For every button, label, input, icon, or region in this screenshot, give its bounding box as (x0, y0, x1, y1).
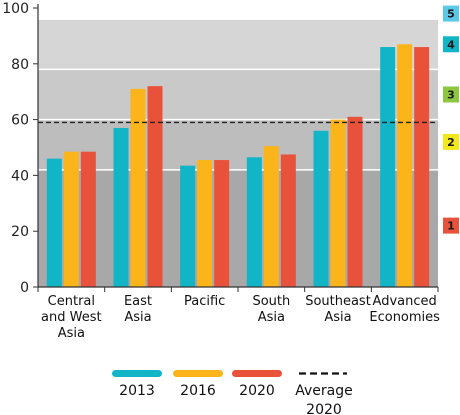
bar-2016-4 (330, 119, 346, 287)
y-tick-label: 0 (20, 280, 29, 296)
x-tick-label-line: Economies (369, 310, 440, 325)
x-tick-label-line: Asia (124, 310, 151, 325)
x-tick-label-line: East (124, 294, 152, 309)
legend-label-average-line: 2020 (306, 402, 342, 415)
x-tick-label: South Asia (252, 294, 290, 325)
band-badge-label: 4 (447, 38, 455, 51)
band-badges: 1 2 3 4 5 (443, 5, 459, 234)
bar-2016-3 (263, 146, 279, 287)
x-tick-label: East Asia (124, 294, 152, 325)
x-tick-label: Pacific (184, 294, 225, 309)
bar-2020-2 (214, 160, 230, 287)
y-tick-label: 100 (2, 1, 29, 17)
bar-2020-4 (347, 116, 363, 287)
bar-2020-3 (280, 154, 296, 287)
x-tick-label-line: Advanced (373, 294, 437, 309)
band-1 (38, 169, 438, 287)
legend-label-average: Average 2020 (295, 383, 353, 415)
bar-2020-5 (414, 47, 430, 288)
x-tick-label: Southeast Asia (305, 294, 371, 325)
legend-swatch-2013 (112, 370, 162, 377)
x-tick-label-line: Asia (324, 310, 351, 325)
gridlines (38, 18, 438, 171)
band-badge-5 (443, 5, 459, 22)
bar-2016-1 (130, 88, 146, 287)
bar-2013-2 (180, 165, 196, 287)
bar-2013-0 (46, 158, 62, 287)
bar-2013-3 (246, 157, 262, 287)
x-tick-label: Central and West Asia (41, 294, 102, 341)
y-tick-label: 20 (11, 224, 29, 240)
bars (46, 44, 430, 288)
x-tick-label: Advanced Economies (369, 294, 440, 325)
legend-swatch-2016 (173, 370, 223, 377)
legend: 2013 2016 2020 Average 2020 (112, 370, 353, 415)
band-3 (38, 69, 438, 120)
band-5 (38, 8, 438, 20)
band-badge-4 (443, 36, 459, 53)
legend-label-2016: 2016 (180, 383, 216, 399)
bar-2016-0 (63, 151, 79, 287)
band-badge-label: 1 (447, 220, 455, 233)
x-tick-label-line: South (252, 294, 290, 309)
bar-2020-1 (147, 86, 163, 288)
legend-label-2013: 2013 (119, 383, 155, 399)
band-badge-label: 3 (447, 88, 455, 101)
y-tick-label: 40 (11, 168, 29, 184)
score-bands (38, 8, 438, 287)
band-badge-3 (443, 86, 459, 103)
x-tick-label-line: Southeast (305, 294, 371, 309)
band-2 (38, 119, 438, 170)
legend-swatch-2020 (232, 370, 282, 377)
legend-label-average-line: Average (295, 383, 353, 399)
x-tick-label-line: Central (48, 294, 95, 309)
bar-2016-5 (397, 44, 413, 287)
band-badge-label: 2 (447, 136, 455, 149)
legend-label-2020: 2020 (239, 383, 275, 399)
y-tick-label: 80 (11, 57, 29, 73)
band-badge-label: 5 (447, 8, 455, 21)
x-tick-label-line: Pacific (184, 294, 225, 309)
bar-2013-1 (113, 127, 129, 287)
x-tick-label-line: Asia (258, 310, 285, 325)
x-tick-label-line: and West (41, 310, 102, 325)
x-tick-label-line: Asia (58, 326, 85, 341)
band-badge-2 (443, 133, 459, 150)
y-axis-ticks: 0 20 40 60 80 100 (2, 1, 38, 296)
bar-2020-0 (80, 151, 96, 287)
band-badge-1 (443, 217, 459, 234)
bar-2016-2 (197, 160, 213, 287)
bar-2013-4 (313, 130, 329, 287)
bar-2013-5 (380, 47, 396, 288)
band-4 (38, 19, 438, 70)
y-tick-label: 60 (11, 113, 29, 129)
